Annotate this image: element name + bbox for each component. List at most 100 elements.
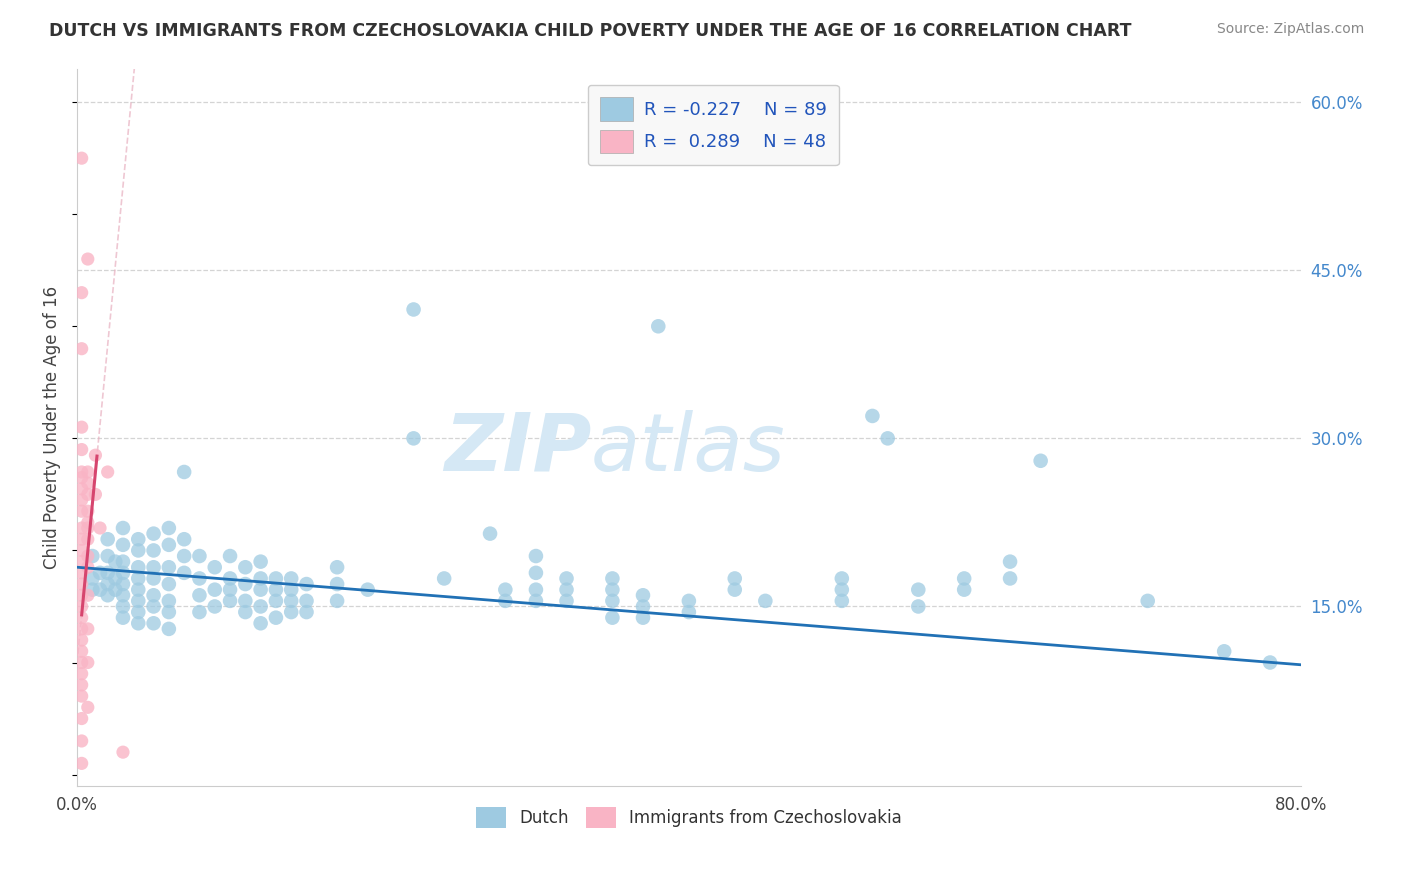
Point — [111, 577, 134, 591]
Point — [70, 465, 93, 479]
Point — [876, 431, 898, 445]
Point — [249, 571, 271, 585]
Point — [173, 549, 195, 563]
Point — [326, 577, 349, 591]
Point — [142, 588, 165, 602]
Point — [76, 622, 98, 636]
Point — [602, 582, 624, 597]
Point — [76, 560, 98, 574]
Point — [70, 521, 93, 535]
Point — [127, 533, 149, 547]
Point — [555, 594, 578, 608]
Point — [127, 543, 149, 558]
Point — [70, 610, 93, 624]
Point — [998, 571, 1021, 585]
Point — [249, 599, 271, 614]
Point — [142, 599, 165, 614]
Point — [357, 582, 380, 597]
Point — [173, 465, 195, 479]
Point — [70, 566, 93, 580]
Point — [953, 582, 976, 597]
Point — [157, 560, 180, 574]
Point — [524, 566, 547, 580]
Point — [76, 521, 98, 535]
Point — [70, 533, 93, 547]
Point — [142, 560, 165, 574]
Point — [326, 560, 349, 574]
Point — [104, 571, 127, 585]
Point — [70, 442, 93, 457]
Point — [111, 588, 134, 602]
Point — [280, 605, 302, 619]
Point — [70, 151, 93, 165]
Point — [97, 566, 120, 580]
Point — [70, 543, 93, 558]
Point — [157, 622, 180, 636]
Point — [97, 577, 120, 591]
Point — [402, 302, 425, 317]
Point — [754, 594, 776, 608]
Point — [76, 504, 98, 518]
Point — [70, 756, 93, 771]
Point — [188, 549, 211, 563]
Point — [70, 689, 93, 703]
Point — [173, 533, 195, 547]
Point — [70, 734, 93, 748]
Point — [524, 549, 547, 563]
Point — [89, 582, 111, 597]
Point — [724, 571, 747, 585]
Point — [157, 605, 180, 619]
Text: Source: ZipAtlas.com: Source: ZipAtlas.com — [1216, 22, 1364, 37]
Point — [524, 582, 547, 597]
Point — [1213, 644, 1236, 658]
Point — [127, 571, 149, 585]
Point — [631, 610, 654, 624]
Point — [111, 538, 134, 552]
Point — [233, 605, 256, 619]
Point — [219, 571, 242, 585]
Point — [295, 577, 318, 591]
Point — [157, 577, 180, 591]
Point — [479, 526, 502, 541]
Point — [157, 538, 180, 552]
Point — [70, 470, 93, 484]
Point — [264, 594, 287, 608]
Point — [70, 622, 93, 636]
Point — [76, 533, 98, 547]
Text: ZIP: ZIP — [444, 409, 591, 488]
Point — [111, 745, 134, 759]
Point — [1029, 454, 1052, 468]
Point — [602, 594, 624, 608]
Point — [82, 582, 104, 597]
Point — [433, 571, 456, 585]
Point — [831, 594, 853, 608]
Point — [70, 555, 93, 569]
Point — [82, 571, 104, 585]
Point — [70, 599, 93, 614]
Point — [111, 610, 134, 624]
Point — [142, 543, 165, 558]
Point — [494, 594, 516, 608]
Point — [76, 516, 98, 530]
Point — [76, 487, 98, 501]
Point — [249, 582, 271, 597]
Point — [142, 571, 165, 585]
Point — [631, 599, 654, 614]
Point — [233, 594, 256, 608]
Point — [70, 588, 93, 602]
Point — [280, 571, 302, 585]
Point — [647, 319, 669, 334]
Point — [219, 594, 242, 608]
Point — [82, 549, 104, 563]
Point — [76, 588, 98, 602]
Point — [264, 610, 287, 624]
Point — [264, 582, 287, 597]
Point — [70, 342, 93, 356]
Point — [494, 582, 516, 597]
Point — [173, 566, 195, 580]
Point — [219, 549, 242, 563]
Point — [157, 521, 180, 535]
Point — [76, 549, 98, 563]
Point — [111, 599, 134, 614]
Point — [70, 633, 93, 648]
